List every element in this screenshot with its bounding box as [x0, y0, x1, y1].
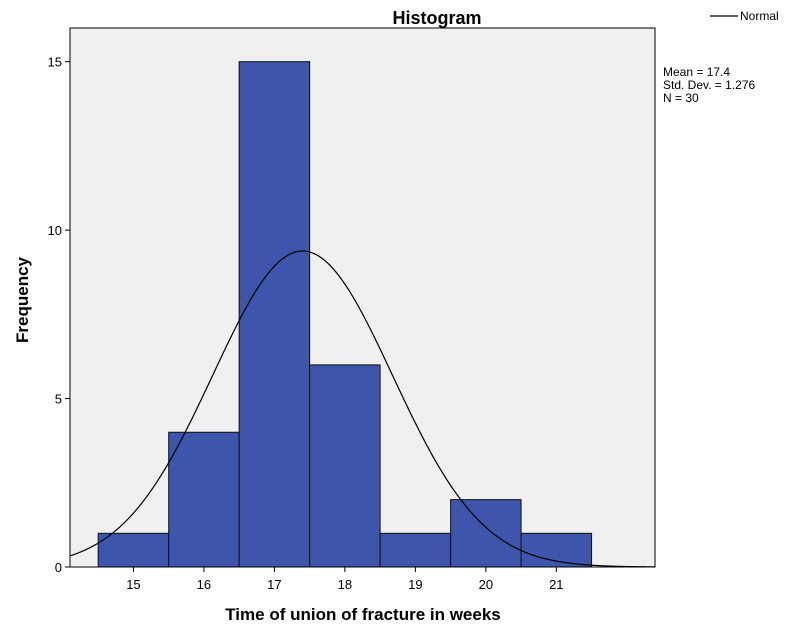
bar-19 [379, 532, 452, 568]
bar-20 [450, 499, 522, 568]
y-tick-label: 15 [48, 55, 62, 70]
x-tick-label: 18 [338, 577, 352, 592]
bar-21 [520, 532, 593, 568]
x-ticks: 15 16 17 18 19 20 21 [126, 567, 564, 592]
x-tick-label: 17 [267, 577, 281, 592]
x-tick-label: 16 [197, 577, 211, 592]
stats-box: Mean = 17.4 Std. Dev. = 1.276 N = 30 [663, 65, 755, 105]
normal-curve [69, 250, 656, 568]
y-tick-label: 0 [55, 560, 62, 575]
axes [69, 28, 655, 568]
bar-16 [168, 431, 240, 568]
x-tick-label: 15 [126, 577, 140, 592]
y-tick-label: 10 [48, 223, 62, 238]
bars [97, 61, 593, 568]
x-tick-label: 20 [479, 577, 493, 592]
y-ticks: 0 5 10 15 [48, 55, 70, 575]
y-tick-label: 5 [55, 392, 62, 407]
chart-title: Histogram [392, 8, 481, 28]
x-axis-label: Time of union of fracture in weeks [225, 605, 501, 624]
stat-std-dev: Std. Dev. = 1.276 [663, 78, 755, 92]
legend: Normal [710, 9, 779, 23]
bar-15 [97, 532, 170, 568]
legend-label-normal: Normal [740, 9, 779, 23]
y-axis-label: Frequency [13, 256, 32, 343]
bar-18 [309, 364, 381, 568]
bar-17 [238, 61, 311, 568]
x-tick-label: 19 [408, 577, 422, 592]
stat-n: N = 30 [663, 91, 699, 105]
stat-mean: Mean = 17.4 [663, 65, 730, 79]
x-tick-label: 21 [549, 577, 563, 592]
